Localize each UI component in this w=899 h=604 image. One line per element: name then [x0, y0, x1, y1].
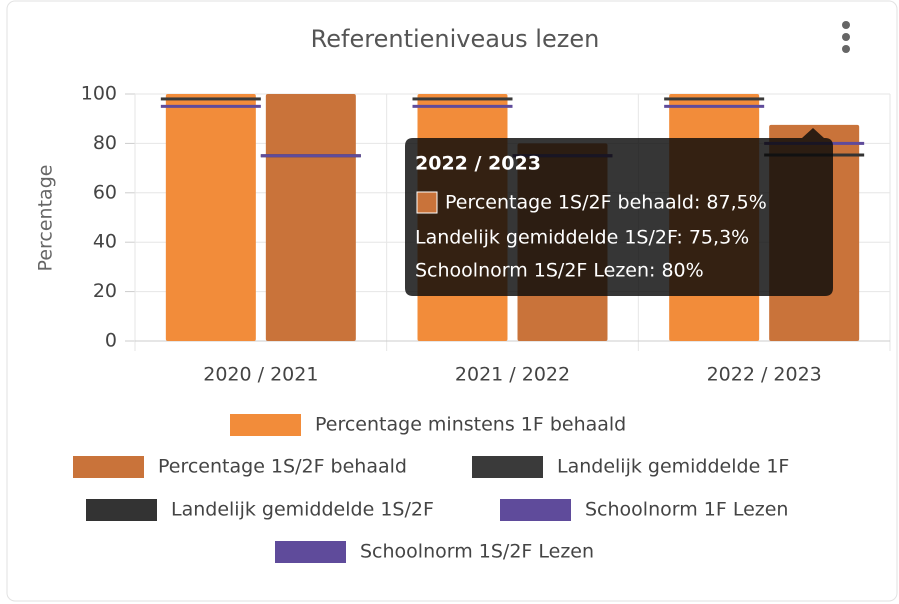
legend-swatch: [472, 456, 543, 478]
legend-swatch: [230, 414, 301, 436]
legend-label: Percentage 1S/2F behaald: [158, 456, 407, 478]
tooltip-swatch: [416, 191, 438, 214]
menu-button[interactable]: [842, 21, 850, 53]
legend-label: Landelijk gemiddelde 1F: [557, 456, 789, 478]
y-tick-label: 60: [93, 181, 117, 203]
tooltip-title: 2022 / 2023: [415, 153, 541, 175]
tooltip-line: Schoolnorm 1S/2F Lezen: 80%: [415, 260, 704, 282]
marker: [664, 104, 765, 108]
legend-label: Percentage minstens 1F behaald: [315, 414, 626, 436]
legend-swatch: [86, 499, 157, 521]
chart-title: Referentieniveaus lezen: [311, 25, 600, 53]
legend-label: Schoolnorm 1S/2F Lezen: [360, 541, 594, 563]
bar: [165, 94, 256, 341]
y-axis-label: Percentage: [35, 165, 57, 272]
legend-swatch: [275, 541, 346, 563]
marker: [260, 154, 361, 158]
y-tick-label: 20: [93, 280, 117, 302]
tooltip-line: Percentage 1S/2F behaald: 87,5%: [445, 192, 767, 214]
y-tick-label: 40: [93, 231, 117, 253]
marker: [664, 97, 765, 101]
tooltip: 2022 / 2023 Percentage 1S/2F behaald: 87,…: [405, 128, 833, 296]
y-tick-label: 80: [93, 132, 117, 154]
tooltip-line: Landelijk gemiddelde 1S/2F: 75,3%: [415, 227, 749, 249]
x-tick-label: 2021 / 2022: [455, 364, 570, 386]
marker: [412, 104, 513, 108]
y-tick-label: 0: [105, 330, 117, 352]
legend-label: Landelijk gemiddelde 1S/2F: [171, 499, 434, 521]
marker: [160, 104, 261, 108]
tooltip-box: [405, 128, 833, 296]
marker: [412, 97, 513, 101]
legend-swatch: [73, 456, 144, 478]
y-tick-label: 100: [81, 83, 117, 105]
marker: [160, 97, 261, 101]
legend-label: Schoolnorm 1F Lezen: [585, 499, 788, 521]
bar: [265, 94, 356, 341]
x-tick-label: 2020 / 2021: [203, 364, 318, 386]
x-tick-label: 2022 / 2023: [707, 364, 822, 386]
legend-swatch: [500, 499, 571, 521]
